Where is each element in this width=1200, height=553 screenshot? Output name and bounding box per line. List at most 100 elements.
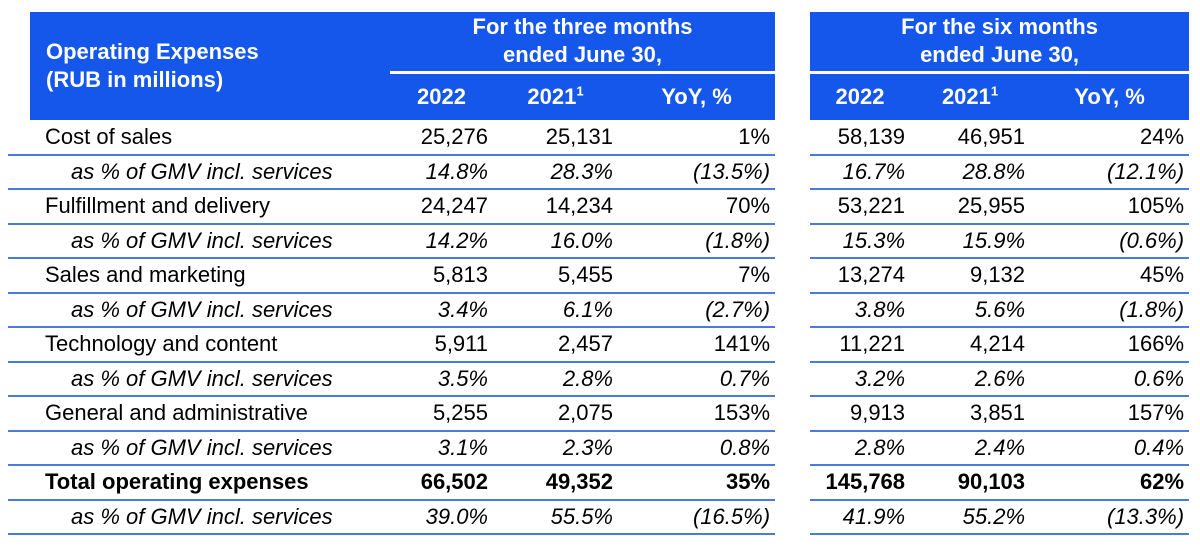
value-cell: 45% — [1030, 258, 1190, 294]
row-label: as % of GMV incl. services — [8, 499, 390, 535]
six-months-tbody: 58,139 46,951 24% 16.7% 28.8% (12.1%) 53,221 25… — [810, 120, 1190, 535]
value-cell: 5,813 — [390, 258, 493, 294]
value-cell: 3.5% — [390, 361, 493, 397]
col-header-yoy: YoY, % — [618, 72, 776, 120]
value-cell: 16.7% — [810, 154, 911, 190]
value-cell: 5,455 — [493, 258, 618, 294]
value-cell: 145,768 — [810, 465, 911, 501]
table-row: as % of GMV incl. services 39.0% 55.5% (16.… — [8, 499, 776, 535]
row-label: Technology and content — [8, 327, 390, 363]
row-label: as % of GMV incl. services — [8, 361, 390, 397]
col-header-yoy: YoY, % — [1030, 72, 1190, 120]
value-cell: 1% — [618, 120, 776, 156]
value-cell: 14.8% — [390, 154, 493, 190]
value-cell: 2.8% — [810, 430, 911, 466]
table-row: as % of GMV incl. services 14.8% 28.3% (13.… — [8, 154, 776, 190]
value-cell: 49,352 — [493, 465, 618, 501]
col-header-2021: 20211 — [910, 72, 1031, 120]
value-cell: 70% — [618, 189, 776, 225]
value-cell: 53,221 — [810, 189, 911, 225]
table-row: 53,221 25,955 105% — [810, 189, 1190, 225]
corner-header: Operating Expenses (RUB in millions) — [8, 12, 390, 120]
three-months-header: Operating Expenses (RUB in millions) For… — [8, 12, 776, 120]
value-cell: 0.6% — [1030, 361, 1190, 397]
value-cell: 5,911 — [390, 327, 493, 363]
value-cell: 28.3% — [493, 154, 618, 190]
six-months-table: For the six months ended June 30, 2022 2… — [810, 12, 1190, 535]
value-cell: 55.5% — [493, 499, 618, 535]
value-cell: 2.4% — [910, 430, 1031, 466]
table-row: 15.3% 15.9% (0.6%) — [810, 223, 1190, 259]
value-cell: 24% — [1030, 120, 1190, 156]
value-cell: 157% — [1030, 396, 1190, 432]
row-label: as % of GMV incl. services — [8, 430, 390, 466]
col-header-2022: 2022 — [810, 72, 911, 120]
table-row: Fulfillment and delivery 24,247 14,234 70% — [8, 189, 776, 225]
value-cell: (13.5%) — [618, 154, 776, 190]
value-cell: 66,502 — [390, 465, 493, 501]
three-months-tbody: Cost of sales 25,276 25,131 1% as % of GMV i… — [8, 120, 776, 535]
value-cell: 35% — [618, 465, 776, 501]
year-label: 2022 — [417, 83, 466, 109]
table-row: as % of GMV incl. services 14.2% 16.0% (1.8… — [8, 223, 776, 259]
table-row: Technology and content 5,911 2,457 141% — [8, 327, 776, 363]
value-cell: 15.9% — [910, 223, 1031, 259]
value-cell: (0.6%) — [1030, 223, 1190, 259]
row-label: as % of GMV incl. services — [8, 223, 390, 259]
value-cell: 3,851 — [910, 396, 1031, 432]
value-cell: (1.8%) — [618, 223, 776, 259]
value-cell: (1.8%) — [1030, 292, 1190, 328]
value-cell: (2.7%) — [618, 292, 776, 328]
table-row: 3.8% 5.6% (1.8%) — [810, 292, 1190, 328]
year-header-row: 2022 20211 YoY, % — [8, 72, 776, 120]
value-cell: 3.1% — [390, 430, 493, 466]
value-cell: 25,131 — [493, 120, 618, 156]
value-cell: 3.4% — [390, 292, 493, 328]
value-cell: 3.8% — [810, 292, 911, 328]
period-header-six-months: For the six months ended June 30, — [810, 12, 1190, 74]
row-label: General and administrative — [8, 396, 390, 432]
six-months-header: For the six months ended June 30, 2022 2… — [810, 12, 1190, 120]
value-cell: 141% — [618, 327, 776, 363]
table-row: as % of GMV incl. services 3.1% 2.3% 0.8% — [8, 430, 776, 466]
table-row: 11,221 4,214 166% — [810, 327, 1190, 363]
value-cell: 5,255 — [390, 396, 493, 432]
value-cell: 25,276 — [390, 120, 493, 156]
year-label: YoY, % — [661, 83, 732, 109]
value-cell: 14.2% — [390, 223, 493, 259]
group-header-row: For the six months ended June 30, — [810, 12, 1190, 74]
value-cell: 25,955 — [910, 189, 1031, 225]
footnote-marker: 1 — [990, 83, 999, 99]
year-label: 2022 — [835, 83, 885, 109]
value-cell: 11,221 — [810, 327, 911, 363]
period-header-three-months: For the three months ended June 30, — [390, 12, 776, 74]
value-cell: 46,951 — [910, 120, 1031, 156]
value-cell: 4,214 — [910, 327, 1031, 363]
group-header-row: Operating Expenses (RUB in millions) For… — [8, 12, 776, 120]
row-label: Total operating expenses — [8, 465, 390, 501]
value-cell: 0.7% — [618, 361, 776, 397]
three-months-table: Operating Expenses (RUB in millions) For… — [8, 12, 776, 535]
value-cell: 13,274 — [810, 258, 911, 294]
table-row: as % of GMV incl. services 3.4% 6.1% (2.7%) — [8, 292, 776, 328]
value-cell: (12.1%) — [1030, 154, 1190, 190]
tables-container: Operating Expenses (RUB in millions) For… — [8, 12, 1190, 535]
value-cell: (13.3%) — [1030, 499, 1190, 535]
year-label: 2021 — [527, 83, 577, 109]
value-cell: 6.1% — [493, 292, 618, 328]
table-row: 9,913 3,851 157% — [810, 396, 1190, 432]
row-label: Cost of sales — [8, 120, 390, 156]
table-row: 3.2% 2.6% 0.6% — [810, 361, 1190, 397]
year-label: 2021 — [941, 83, 991, 109]
value-cell: 105% — [1030, 189, 1190, 225]
table-row: 58,139 46,951 24% — [810, 120, 1190, 156]
value-cell: 90,103 — [910, 465, 1031, 501]
year-header-row: 2022 20211 YoY, % — [810, 72, 1190, 120]
col-header-2021: 20211 — [493, 72, 618, 120]
footnote-marker: 1 — [576, 83, 584, 99]
value-cell: 0.8% — [618, 430, 776, 466]
value-cell: 41.9% — [810, 499, 911, 535]
table-row: Cost of sales 25,276 25,131 1% — [8, 120, 776, 156]
value-cell: (16.5%) — [618, 499, 776, 535]
